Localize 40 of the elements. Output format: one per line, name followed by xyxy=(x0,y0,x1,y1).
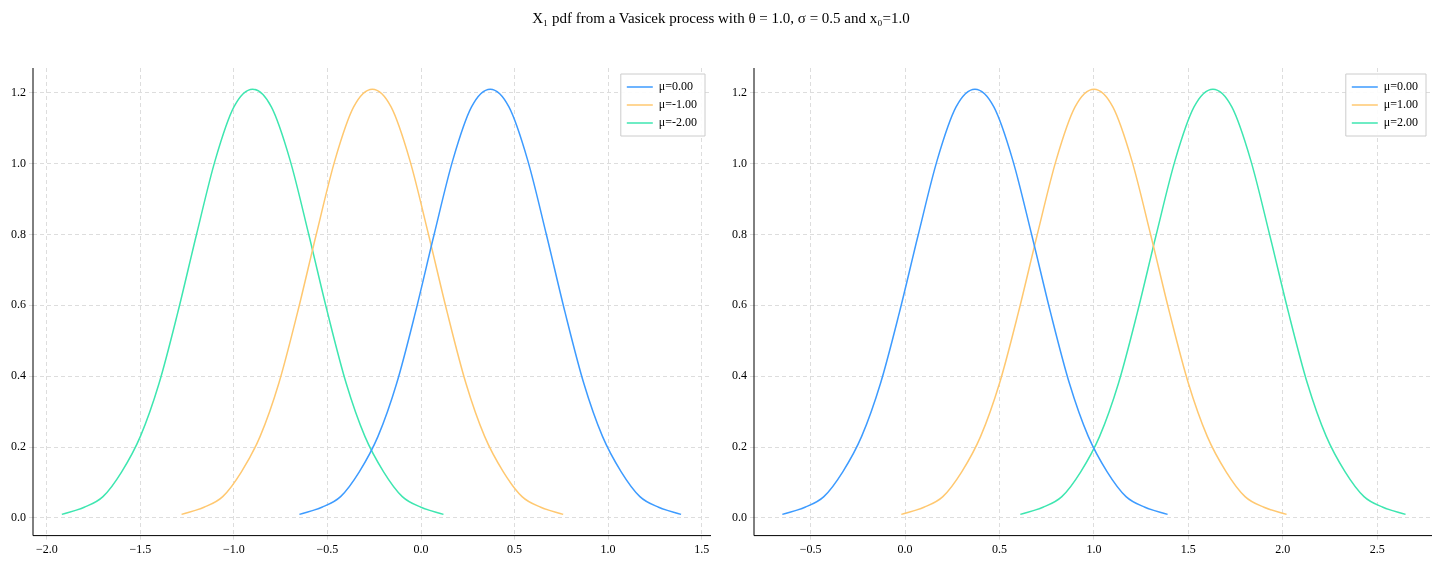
y-tick-label: 0.8 xyxy=(11,226,26,241)
x-tick-label: 1.0 xyxy=(600,541,616,556)
y-tick-label: 0.2 xyxy=(732,439,747,454)
y-tick-label: 0.8 xyxy=(732,226,747,241)
legend-label: μ=2.00 xyxy=(1383,115,1418,130)
x-tick-label: −0.5 xyxy=(799,541,822,556)
x-tick-label: 0.0 xyxy=(897,541,913,556)
chart-title: X₁ pdf from a Vasicek process with θ = 1.0, σ = 0.5 and x₀=1.0 xyxy=(531,9,911,28)
x-tick-label: 2.0 xyxy=(1275,541,1291,556)
y-tick-label: 0.6 xyxy=(11,297,26,312)
line-series xyxy=(781,88,1169,516)
y-tick-label: 1.0 xyxy=(11,155,26,170)
x-tick-label: 1.0 xyxy=(1086,541,1102,556)
y-tick-label: 1.0 xyxy=(732,155,747,170)
legend-label: μ=0.00 xyxy=(1383,79,1418,94)
legend-label: μ=-1.00 xyxy=(658,97,698,112)
x-tick-label: −2.0 xyxy=(35,541,58,556)
line-series xyxy=(180,88,564,516)
legend-label: μ=0.00 xyxy=(658,79,694,94)
x-tick-label: −0.5 xyxy=(316,541,339,556)
x-tick-label: −1.0 xyxy=(223,541,245,556)
x-tick-label: 0.5 xyxy=(992,541,1008,556)
x-tick-label: 1.5 xyxy=(1180,541,1196,556)
y-tick-label: 0.4 xyxy=(732,368,747,383)
x-tick-label: 1.5 xyxy=(694,541,710,556)
x-tick-label: 0.5 xyxy=(507,541,523,556)
y-tick-label: 0.4 xyxy=(11,368,26,383)
y-tick-label: 0.0 xyxy=(11,510,26,525)
x-tick-label: −1.5 xyxy=(129,541,152,556)
y-tick-label: 1.2 xyxy=(732,84,747,99)
y-tick-label: 0.0 xyxy=(732,510,747,525)
line-series xyxy=(900,88,1288,516)
x-tick-label: 0.0 xyxy=(413,541,429,556)
legend-label: μ=1.00 xyxy=(1383,97,1418,112)
y-tick-label: 1.2 xyxy=(11,84,26,99)
legend-label: μ=-2.00 xyxy=(658,115,698,130)
line-series xyxy=(61,88,445,516)
y-tick-label: 0.2 xyxy=(11,439,26,454)
x-tick-label: 2.5 xyxy=(1369,541,1385,556)
y-tick-label: 0.6 xyxy=(732,297,747,312)
